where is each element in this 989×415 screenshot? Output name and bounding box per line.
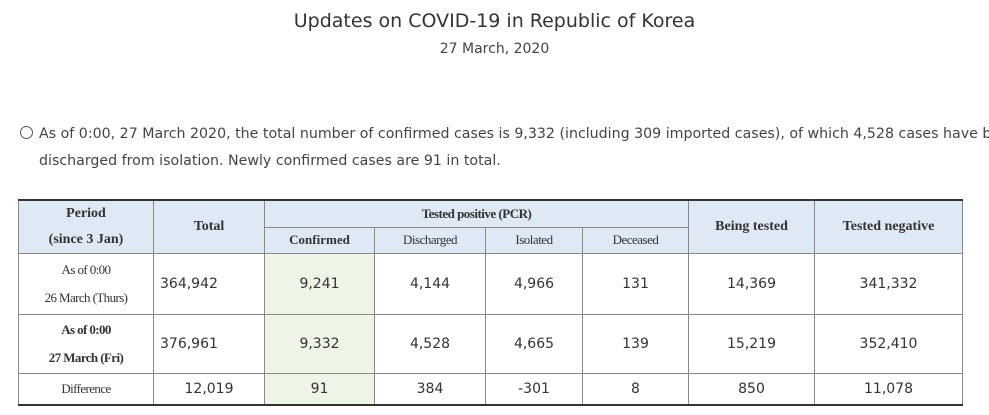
period-cell: Difference [18,373,154,406]
table-row: As of 0:00 26 March (Thurs) 364,942 9,241 4,… [18,253,963,315]
table-row: Difference 12,019 91 384 -301 8 850 11,078 [18,373,963,406]
period-cell: As of 0:00 27 March (Fri) [18,314,154,374]
value-cell: 850 [688,373,815,406]
header-cell: Isolated [485,226,583,255]
value-cell: 9,241 [264,253,375,315]
value-cell: 364,942 [153,253,265,315]
value-cell: 131 [582,253,689,315]
value-cell: 9,332 [264,314,375,374]
period-text: As of 0:00 [61,322,111,337]
summary-text: As of 0:00, 27 March 2020, the total num… [39,126,989,142]
header-cell: Discharged [374,226,486,255]
period-text: As of 0:00 [61,262,111,277]
header-cell: Tested positive (PCR) [264,198,689,228]
header-cell: Confirmed [264,226,375,255]
header-cell: Total [153,199,265,254]
summary-line: discharged from isolation. Newly confirm… [39,153,501,169]
value-cell: 91 [264,373,375,406]
summary-line: As of 0:00, 27 March 2020, the total num… [20,121,989,148]
value-cell: 8 [582,373,689,406]
bullet-icon [20,126,33,139]
header-text: (since 3 Jan) [48,232,124,247]
header-cell: Being tested [688,199,815,254]
value-cell: 14,369 [688,253,815,315]
page-title: Updates on COVID-19 in Republic of Korea [293,10,696,32]
data-table: Period (since 3 Jan) Total Tested positiv… [18,198,963,406]
table-row: As of 0:00 27 March (Fri) 376,961 9,332 4,52… [18,314,963,374]
header-text: Period [66,206,106,221]
value-cell: 11,078 [814,373,963,406]
header-cell: Period (since 3 Jan) [18,199,154,254]
period-text: Difference [61,380,111,396]
summary: As of 0:00, 27 March 2020, the total num… [20,121,989,175]
value-cell: 341,332 [814,253,963,315]
value-cell: -301 [485,373,583,406]
value-cell: 139 [582,314,689,374]
value-cell: 12,019 [153,373,265,406]
period-text: 27 March (Fri) [48,350,124,365]
header-cell: Deceased [582,226,689,255]
value-cell: 352,410 [814,314,963,374]
period-cell: As of 0:00 26 March (Thurs) [18,253,154,315]
table-body: As of 0:00 26 March (Thurs) 364,942 9,241 4,… [18,253,963,406]
value-cell: 4,966 [485,253,583,315]
value-cell: 4,528 [374,314,486,374]
value-cell: 384 [374,373,486,406]
period-text: 26 March (Thurs) [44,290,128,305]
header-cell: Tested negative [814,199,963,254]
page-date: 27 March, 2020 [439,41,550,57]
value-cell: 15,219 [688,314,815,374]
value-cell: 376,961 [153,314,265,374]
value-cell: 4,144 [374,253,486,315]
value-cell: 4,665 [485,314,583,374]
